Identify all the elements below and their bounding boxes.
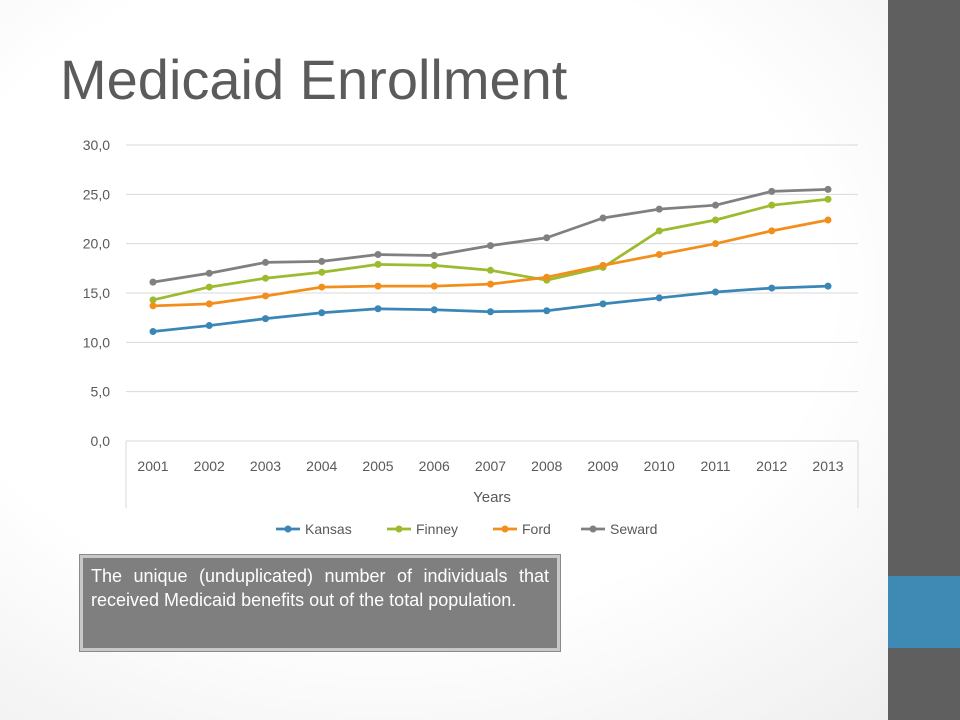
legend-swatch-marker: [501, 525, 509, 533]
x-axis-title: Years: [473, 489, 511, 506]
data-point-ford: [543, 273, 551, 281]
data-point-ford: [655, 251, 663, 259]
data-point-seward: [824, 185, 832, 193]
data-point-kansas: [712, 288, 719, 296]
x-tick-label: 2010: [644, 458, 675, 474]
data-point-kansas: [374, 305, 382, 313]
x-tick-label: 2007: [475, 458, 506, 474]
data-point-ford: [149, 302, 157, 310]
x-tick-label: 2002: [194, 458, 225, 474]
legend-swatch-marker: [395, 525, 403, 533]
x-tick-label: 2006: [419, 458, 450, 474]
data-point-ford: [824, 216, 832, 224]
data-point-ford: [768, 227, 776, 235]
data-point-kansas: [599, 300, 607, 308]
data-point-seward: [374, 251, 382, 259]
right-accent-block: [888, 576, 960, 648]
y-tick-label: 0,0: [91, 433, 111, 449]
legend-label: Kansas: [305, 521, 352, 537]
data-point-seward: [205, 269, 213, 277]
legend-swatch-marker: [284, 525, 292, 533]
series-ford: [149, 216, 832, 310]
data-point-seward: [430, 252, 438, 260]
x-tick-label: 2008: [531, 458, 562, 474]
y-tick-label: 15,0: [83, 285, 110, 301]
x-tick-label: 2011: [700, 458, 730, 474]
data-point-finney: [487, 266, 494, 274]
data-point-ford: [318, 283, 326, 291]
legend-item-kansas: Kansas: [276, 521, 352, 537]
x-tick-label: 2005: [362, 458, 393, 474]
data-point-kansas: [262, 315, 269, 323]
data-point-kansas: [768, 284, 776, 292]
data-point-finney: [768, 201, 776, 209]
data-point-ford: [374, 282, 382, 290]
legend-swatch-marker: [589, 525, 597, 533]
caption-box: The unique (unduplicated) number of indi…: [79, 554, 561, 652]
legend-label: Seward: [610, 521, 657, 537]
data-point-ford: [205, 300, 213, 308]
data-point-ford: [262, 292, 269, 300]
data-point-finney: [655, 227, 663, 235]
data-point-ford: [599, 261, 607, 269]
x-tick-label: 2001: [137, 458, 168, 474]
legend-item-finney: Finney: [387, 521, 458, 537]
x-tick-label: 2004: [306, 458, 337, 474]
series-finney: [149, 195, 832, 304]
x-tick-label: 2003: [250, 458, 281, 474]
data-point-kansas: [655, 294, 663, 302]
data-point-seward: [487, 242, 494, 250]
data-point-seward: [149, 278, 157, 286]
data-point-ford: [712, 240, 719, 248]
legend-label: Finney: [416, 521, 458, 537]
data-point-seward: [599, 214, 607, 222]
x-tick-label: 2013: [812, 458, 843, 474]
series-seward: [149, 185, 832, 286]
data-point-seward: [543, 234, 551, 242]
data-point-finney: [262, 274, 269, 282]
data-point-finney: [712, 216, 719, 224]
x-tick-label: 2009: [587, 458, 618, 474]
data-point-finney: [430, 261, 438, 269]
legend-item-ford: Ford: [493, 521, 551, 537]
data-point-kansas: [430, 306, 438, 314]
data-point-seward: [768, 187, 776, 195]
data-point-kansas: [149, 327, 157, 335]
series-kansas: [149, 282, 832, 335]
legend-item-seward: Seward: [581, 521, 657, 537]
data-point-finney: [374, 260, 382, 268]
data-point-seward: [318, 257, 326, 265]
y-tick-label: 30,0: [83, 137, 110, 153]
data-point-finney: [824, 195, 832, 203]
y-tick-label: 25,0: [83, 186, 110, 202]
y-tick-label: 20,0: [83, 236, 110, 252]
data-point-kansas: [543, 307, 551, 315]
legend-label: Ford: [522, 521, 551, 537]
data-point-seward: [262, 258, 269, 266]
data-point-finney: [318, 268, 326, 276]
data-point-kansas: [205, 322, 213, 330]
data-point-ford: [487, 280, 494, 288]
data-point-seward: [655, 205, 663, 213]
data-point-ford: [430, 282, 438, 290]
data-point-seward: [712, 201, 719, 209]
y-tick-label: 5,0: [91, 384, 111, 400]
data-point-kansas: [824, 282, 832, 290]
data-point-kansas: [318, 309, 326, 317]
x-tick-label: 2012: [756, 458, 787, 474]
data-point-finney: [205, 283, 213, 291]
y-tick-label: 10,0: [83, 334, 110, 350]
data-point-finney: [149, 296, 157, 304]
slide-title: Medicaid Enrollment: [60, 48, 568, 111]
data-point-kansas: [487, 308, 494, 316]
